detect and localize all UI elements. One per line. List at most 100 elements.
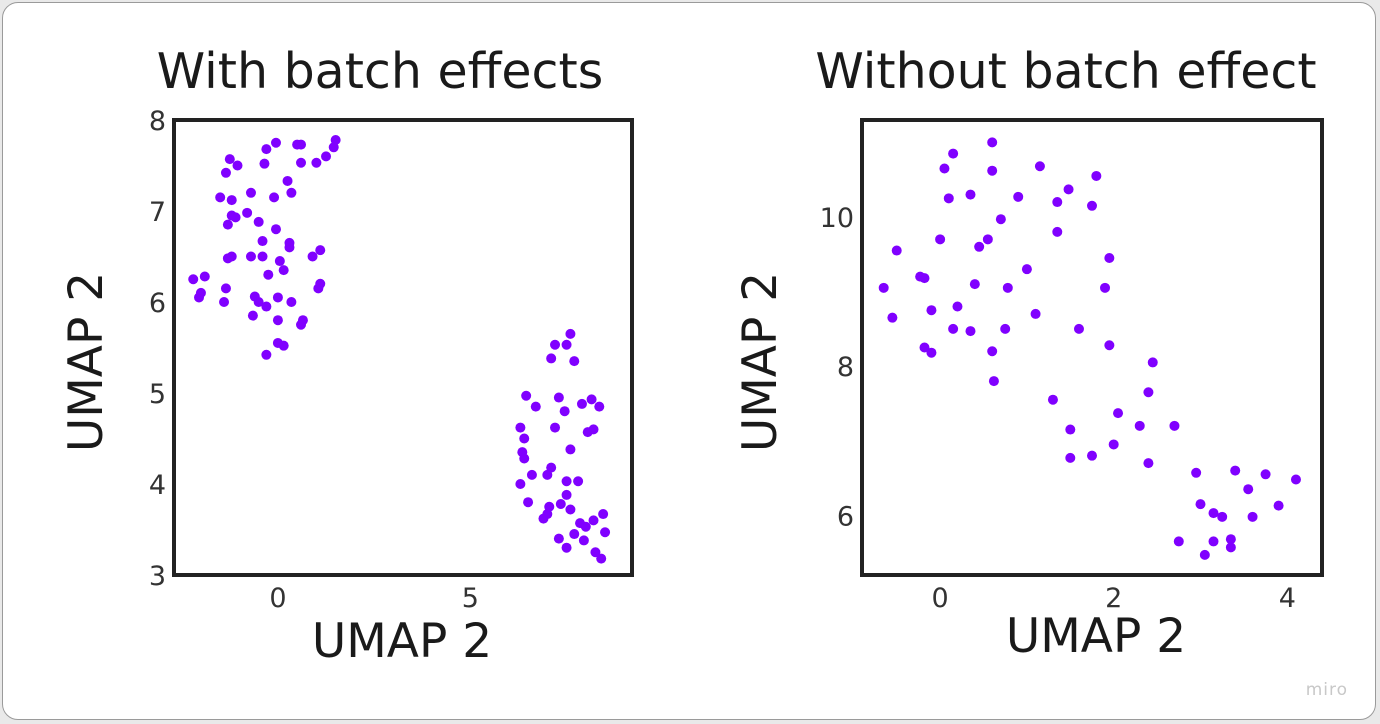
data-point: [1104, 340, 1115, 351]
data-point: [1191, 467, 1202, 478]
data-point: [565, 328, 576, 339]
data-point: [590, 547, 601, 558]
data-point: [261, 144, 272, 155]
data-point: [1052, 197, 1063, 208]
data-point: [257, 251, 268, 262]
data-point: [1173, 536, 1184, 547]
data-point: [307, 251, 318, 262]
points-group: [878, 137, 1301, 560]
data-point: [188, 274, 199, 285]
data-point: [569, 356, 580, 367]
data-point: [926, 305, 937, 316]
data-point: [230, 212, 241, 223]
data-point: [311, 157, 322, 168]
data-point: [1208, 508, 1219, 519]
data-point: [919, 342, 930, 353]
data-point: [1013, 191, 1024, 202]
x-tick-label: 4: [1279, 583, 1296, 614]
data-point: [544, 501, 555, 512]
data-point: [270, 137, 281, 148]
data-point: [887, 312, 898, 323]
x-tick-label: 2: [1105, 583, 1122, 614]
data-point: [330, 135, 341, 146]
data-point: [1243, 484, 1254, 495]
x-axis-label: UMAP 2: [1006, 609, 1186, 664]
data-point: [261, 301, 272, 312]
data-point: [546, 462, 557, 473]
plot-frame: [860, 118, 1324, 577]
data-point: [1247, 511, 1258, 522]
y-tick-label: 7: [149, 197, 166, 228]
ticks-group: 0 2 4 6 8 10: [820, 203, 1296, 614]
data-point: [948, 323, 959, 334]
data-point: [995, 214, 1006, 225]
data-point: [943, 193, 954, 204]
data-point: [1052, 226, 1063, 237]
data-point: [952, 301, 963, 312]
data-point: [1113, 408, 1124, 419]
data-point: [284, 237, 295, 248]
chart-without-batch: Without batch effect 0 2 4 6 8 10 UMAP 2 UMAP…: [733, 43, 1324, 664]
data-point: [1034, 161, 1045, 172]
data-point: [546, 353, 557, 364]
data-point: [278, 265, 289, 276]
data-point: [1290, 474, 1301, 485]
data-point: [245, 187, 256, 198]
data-point: [272, 315, 283, 326]
data-point: [253, 297, 264, 307]
y-tick-label: 8: [837, 352, 854, 383]
data-point: [220, 283, 231, 294]
data-point: [988, 376, 999, 387]
chart-title: Without batch effect: [815, 43, 1316, 100]
data-point: [274, 256, 285, 267]
data-point: [1199, 549, 1210, 560]
data-point: [565, 504, 576, 515]
data-point: [1260, 469, 1271, 480]
data-point: [550, 339, 561, 350]
data-point: [561, 339, 572, 350]
data-point: [987, 137, 998, 148]
data-point: [561, 489, 572, 500]
data-point: [1100, 282, 1111, 293]
data-point: [1147, 357, 1158, 368]
data-point: [282, 175, 293, 186]
data-point: [296, 139, 307, 150]
data-point: [948, 148, 959, 159]
data-point: [259, 158, 270, 169]
data-point: [286, 297, 297, 307]
data-point: [553, 533, 564, 544]
data-point: [561, 476, 572, 487]
data-point: [1087, 200, 1097, 211]
x-tick-label: 5: [462, 583, 479, 614]
ticks-group: 0 5 3 4 5 6 7 8: [149, 106, 479, 614]
data-point: [521, 390, 532, 401]
data-point: [199, 271, 210, 282]
data-point: [1087, 450, 1097, 461]
data-point: [515, 422, 526, 433]
data-point: [588, 515, 599, 526]
data-point: [965, 326, 976, 337]
data-point: [1063, 184, 1074, 195]
data-point: [586, 394, 597, 405]
y-axis-label: UMAP 2: [733, 272, 788, 452]
data-point: [1021, 264, 1032, 275]
y-tick-label: 10: [820, 203, 854, 234]
data-point: [1195, 499, 1206, 510]
data-point: [515, 479, 526, 489]
data-point: [588, 424, 599, 435]
data-point: [965, 189, 976, 200]
data-point: [987, 346, 998, 357]
y-tick-label: 5: [149, 379, 166, 410]
data-point: [576, 398, 587, 409]
data-point: [553, 392, 564, 403]
data-point: [1108, 439, 1119, 450]
data-point: [269, 192, 280, 203]
data-point: [1104, 252, 1115, 263]
data-point: [1143, 387, 1154, 398]
data-point: [226, 251, 237, 262]
data-point: [596, 553, 607, 564]
data-point: [220, 167, 231, 178]
data-point: [1134, 420, 1145, 431]
data-point: [550, 422, 561, 433]
